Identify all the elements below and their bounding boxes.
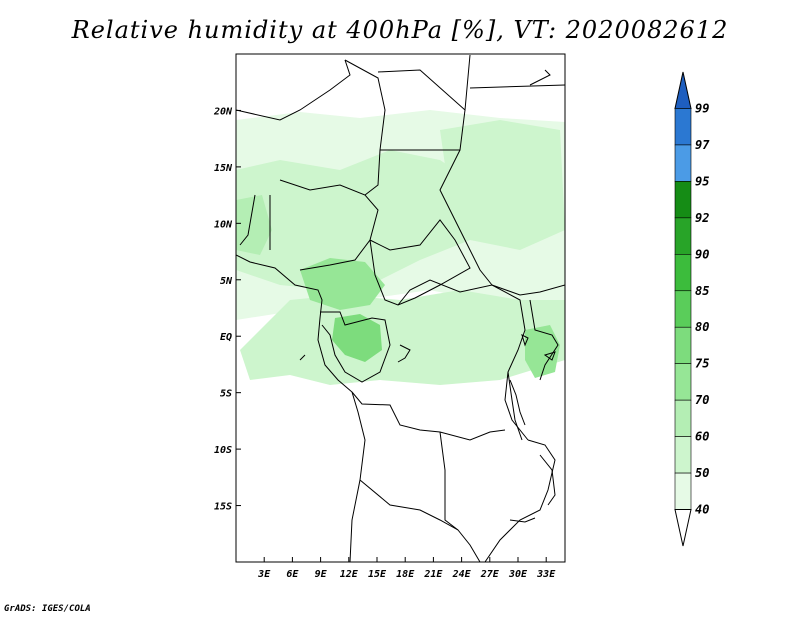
lat-tick-label: 15S <box>214 502 232 513</box>
lat-tick-label: 10S <box>214 445 232 456</box>
colorbar-label: 80 <box>695 320 709 334</box>
humidity-region-west-coast-patch <box>236 195 272 255</box>
lat-tick-label: 15N <box>214 163 233 174</box>
humidity-region-gabon-congo <box>332 314 382 362</box>
colorbar-label: 50 <box>695 466 709 480</box>
lat-tick-label: 10N <box>214 219 233 230</box>
humidity-field <box>236 110 565 385</box>
colorbar-label: 90 <box>695 247 709 261</box>
colorbar-segment <box>674 472 692 510</box>
map-frame <box>235 53 566 563</box>
colorbar-label: 92 <box>695 211 709 225</box>
colorbar-segment <box>674 144 692 182</box>
colorbar-segment <box>674 326 692 364</box>
colorbar-segment <box>674 108 692 146</box>
colorbar-segment <box>674 509 692 547</box>
lon-tick-label: 21E <box>423 569 443 580</box>
colorbar-segment <box>674 181 692 219</box>
colorbar-label: 60 <box>695 430 709 444</box>
lon-tick-label: 27E <box>480 569 500 580</box>
lat-tick-label: EQ <box>220 332 232 343</box>
humidity-region-sudan-band <box>440 120 565 250</box>
colorbar-label: 97 <box>695 138 710 152</box>
lon-tick-label: 30E <box>508 569 528 580</box>
colorbar-label: 70 <box>695 393 709 407</box>
lon-tick-label: 15E <box>368 569 387 580</box>
colorbar: 40 50 60 70 75 80 85 90 92 95 97 99 <box>674 71 710 547</box>
colorbar-segment <box>674 217 692 255</box>
colorbar-label: 99 <box>695 101 709 115</box>
colorbar-label: 85 <box>695 284 709 298</box>
latitude-axis: 20N 15N 10N 5N EQ 5S 10S 15S <box>213 106 241 513</box>
chart-title: Relative humidity at 400hPa [%], VT: 202… <box>71 16 729 44</box>
colorbar-segment <box>674 399 692 437</box>
lat-tick-label: 20N <box>213 106 233 117</box>
lon-tick-label: 3E <box>257 569 271 580</box>
lon-tick-label: 33E <box>536 569 556 580</box>
colorbar-segment <box>674 363 692 401</box>
lon-tick-label: 18E <box>396 569 415 580</box>
colorbar-segment <box>674 254 692 292</box>
lon-tick-label: 24E <box>452 569 472 580</box>
lon-tick-label: 6E <box>286 569 299 580</box>
colorbar-label: 95 <box>695 174 709 188</box>
lon-tick-label: 9E <box>315 569 328 580</box>
longitude-axis: 3E 6E 9E 12E 15E 18E 21E 24E 27E 30E 33E <box>257 557 556 580</box>
humidity-region-east-africa-lakes <box>525 325 560 378</box>
colorbar-segment <box>674 71 692 109</box>
humidity-region-central-basin <box>240 290 565 385</box>
country-borders <box>236 54 565 562</box>
colorbar-label: 40 <box>695 503 709 517</box>
lon-tick-label: 12E <box>340 569 359 580</box>
grads-credit: GrADS: IGES/COLA <box>4 604 91 614</box>
colorbar-segment <box>674 290 692 328</box>
lat-tick-label: 5N <box>220 276 233 287</box>
colorbar-label: 75 <box>695 357 709 371</box>
lat-tick-label: 5S <box>220 389 232 400</box>
colorbar-segment <box>674 436 692 474</box>
